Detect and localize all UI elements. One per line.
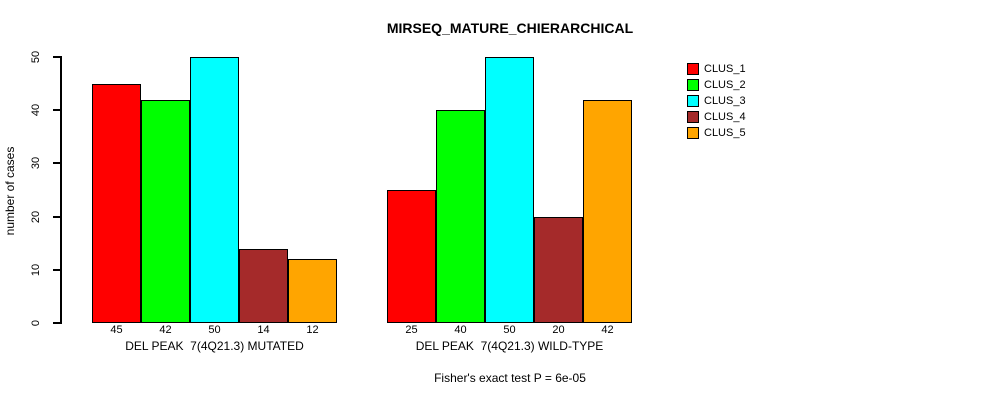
bar-value-label: 50 <box>208 324 221 336</box>
legend-label: CLUS_5 <box>704 127 746 139</box>
fisher-test-annotation: Fisher's exact test P = 6e-05 <box>434 371 586 385</box>
bar-clus_3-group1 <box>190 57 239 323</box>
y-axis-line <box>60 56 62 324</box>
legend-label: CLUS_2 <box>704 79 746 91</box>
bar-value-label: 40 <box>454 324 467 336</box>
legend-swatch-icon <box>687 127 699 139</box>
y-tick-label: 10 <box>30 263 42 276</box>
legend-label: CLUS_1 <box>704 63 746 75</box>
bar-value-label: 12 <box>306 324 319 336</box>
y-tick-label: 0 <box>30 319 42 327</box>
group-label: DEL PEAK 7(4Q21.3) WILD-TYPE <box>415 339 604 353</box>
bar-clus_1-group2 <box>387 190 436 323</box>
bar-value-label: 45 <box>110 324 123 336</box>
bar-value-label: 42 <box>159 324 172 336</box>
legend-item-clus_5: CLUS_5 <box>687 125 746 141</box>
y-tick-mark <box>53 322 60 324</box>
y-tick-mark <box>53 109 60 112</box>
bar-value-label: 20 <box>552 324 565 336</box>
legend-item-clus_4: CLUS_4 <box>687 109 746 125</box>
bar-clus_2-group2 <box>436 110 485 323</box>
legend-item-clus_2: CLUS_2 <box>687 77 746 93</box>
legend-swatch-icon <box>687 95 699 107</box>
bar-value-label: 42 <box>601 324 614 336</box>
legend-swatch-icon <box>687 111 699 123</box>
bar-clus_3-group2 <box>485 57 534 323</box>
legend-label: CLUS_3 <box>704 95 746 107</box>
y-tick-mark <box>53 268 60 271</box>
y-axis-label: number of cases <box>3 146 17 236</box>
bar-clus_1-group1 <box>92 84 141 323</box>
bar-value-label: 50 <box>503 324 516 336</box>
y-tick-mark <box>53 215 60 218</box>
y-tick-label: 50 <box>30 50 42 64</box>
y-tick-mark <box>53 162 60 165</box>
legend-swatch-icon <box>687 63 699 75</box>
chart-title: MIRSEQ_MATURE_CHIERARCHICAL <box>386 20 634 36</box>
bar-clus_4-group2 <box>534 217 583 323</box>
legend-swatch-icon <box>687 79 699 91</box>
bar-value-label: 14 <box>257 324 270 336</box>
legend-item-clus_1: CLUS_1 <box>687 61 746 77</box>
bar-value-label: 25 <box>405 324 418 336</box>
y-tick-label: 40 <box>30 104 42 117</box>
legend: CLUS_1 CLUS_2 CLUS_3 CLUS_4 CLUS_5 <box>687 61 746 141</box>
bar-clus_4-group1 <box>239 249 288 323</box>
legend-label: CLUS_4 <box>704 111 746 123</box>
legend-item-clus_3: CLUS_3 <box>687 93 746 109</box>
y-tick-mark <box>53 56 60 58</box>
bar-clus_5-group2 <box>583 100 632 323</box>
y-tick-label: 20 <box>30 210 42 223</box>
bar-clus_5-group1 <box>288 259 337 323</box>
bar-clus_2-group1 <box>141 100 190 323</box>
y-tick-label: 30 <box>30 157 42 170</box>
group-label: DEL PEAK 7(4Q21.3) MUTATED <box>125 339 304 353</box>
